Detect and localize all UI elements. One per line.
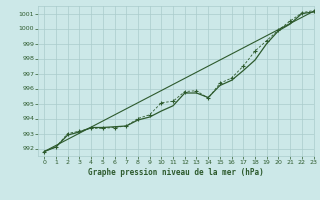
X-axis label: Graphe pression niveau de la mer (hPa): Graphe pression niveau de la mer (hPa): [88, 168, 264, 177]
